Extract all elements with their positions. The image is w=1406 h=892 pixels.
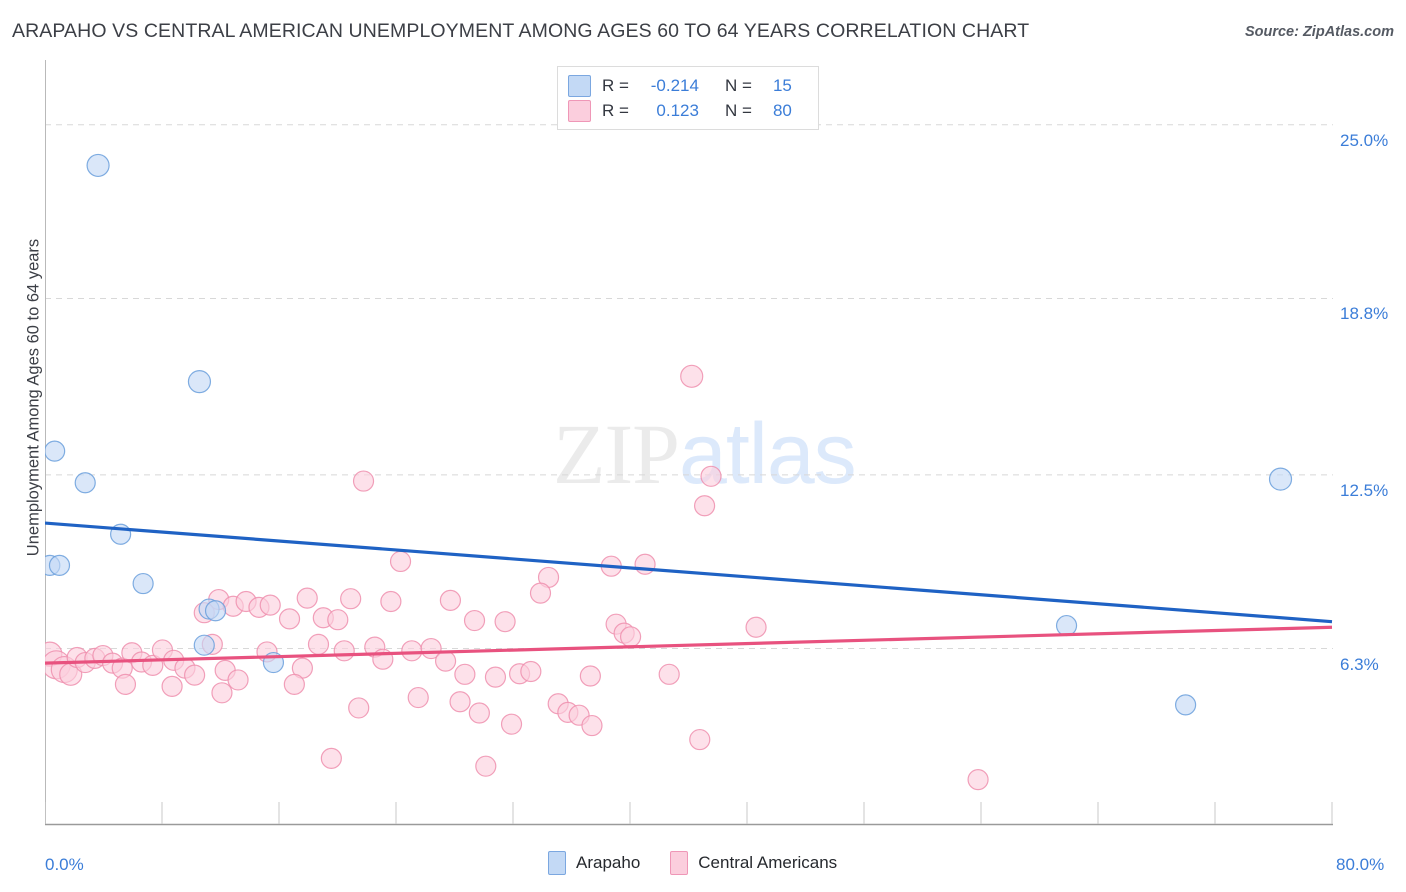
data-point — [520, 660, 542, 683]
data-point — [529, 582, 552, 604]
stats-row-central-americans: R = 0.123 N = 80 — [568, 98, 808, 123]
r-value-arapaho: -0.214 — [650, 75, 699, 95]
data-point — [449, 691, 471, 713]
data-point — [278, 608, 301, 630]
data-point — [500, 713, 523, 735]
legend-swatch-central-americans-icon — [568, 99, 591, 122]
data-point — [619, 626, 642, 648]
data-point — [494, 611, 516, 633]
scatter-series-central-americans — [45, 364, 989, 791]
plot-area — [45, 60, 1333, 826]
x-tick-label-max: 80.0% — [1336, 855, 1385, 874]
data-point — [340, 588, 362, 610]
scatter-series-arapaho — [45, 153, 1293, 716]
y-tick-label: 18.8% — [1340, 304, 1389, 324]
data-point — [211, 682, 233, 704]
data-point — [658, 663, 680, 685]
data-point — [693, 495, 716, 517]
data-point — [967, 769, 989, 791]
data-point — [463, 609, 486, 632]
n-value-arapaho: 15 — [772, 75, 792, 95]
legend-item-central-americans[interactable]: Central Americans — [670, 851, 837, 875]
data-point — [689, 728, 711, 751]
data-point — [634, 553, 656, 575]
data-point — [380, 590, 402, 613]
data-point — [307, 633, 330, 655]
data-point — [484, 666, 507, 688]
data-point — [745, 616, 767, 638]
data-point — [407, 686, 429, 709]
data-point — [579, 665, 601, 687]
legend-chip-arapaho-icon — [548, 851, 566, 875]
data-point — [475, 755, 497, 777]
data-point — [283, 673, 305, 696]
data-point — [204, 600, 227, 622]
data-point — [187, 370, 212, 394]
data-point — [389, 550, 412, 573]
data-point — [259, 594, 281, 616]
data-point — [333, 640, 355, 662]
data-point — [700, 465, 722, 487]
trendline-arapaho — [45, 521, 1333, 624]
data-point — [86, 153, 110, 178]
y-tick-label: 25.0% — [1340, 130, 1389, 150]
data-point — [296, 587, 318, 609]
data-point — [327, 609, 349, 631]
data-point — [352, 470, 375, 492]
y-tick-label: 12.5% — [1340, 480, 1389, 500]
y-tick-label: 6.3% — [1340, 654, 1379, 674]
data-point — [468, 702, 490, 724]
data-point — [581, 714, 603, 737]
data-point — [454, 663, 476, 685]
legend-chip-central-americans-icon — [670, 851, 689, 875]
r-value-central-americans: 0.123 — [656, 100, 699, 120]
data-point — [348, 697, 370, 719]
data-point — [434, 650, 457, 672]
data-point — [1055, 614, 1078, 637]
r-key-central-americans: R = — [602, 100, 629, 120]
legend-swatch-arapaho-icon — [568, 74, 591, 97]
data-point — [193, 634, 215, 656]
legend-label-central-americans: Central Americans — [698, 853, 838, 872]
data-point — [74, 472, 96, 494]
data-point — [1268, 467, 1293, 491]
data-point — [161, 675, 183, 697]
data-point — [401, 640, 423, 662]
data-point — [184, 664, 206, 686]
data-point — [1175, 694, 1197, 716]
n-key-arapaho: N = — [724, 75, 752, 95]
data-point — [227, 669, 249, 691]
legend-label-arapaho: Arapaho — [576, 853, 641, 872]
legend-item-arapaho[interactable]: Arapaho — [548, 851, 640, 875]
data-point — [320, 747, 342, 769]
data-point — [680, 364, 704, 388]
y-axis-title: Unemployment Among Ages 60 to 64 years — [24, 238, 43, 557]
trendline-central-americans — [45, 625, 1333, 665]
data-point — [439, 589, 462, 611]
source-attribution: Source: ZipAtlas.com — [1244, 24, 1394, 40]
data-point — [45, 440, 66, 462]
series-legend: Arapaho Central Americans — [548, 851, 867, 875]
data-point — [114, 673, 137, 696]
n-key-central-americans: N = — [724, 100, 752, 120]
page-title: ARAPAHO VS CENTRAL AMERICAN UNEMPLOYMENT… — [12, 20, 1030, 42]
x-tick-label-min: 0.0% — [45, 855, 84, 874]
stats-row-arapaho: R = -0.214 N = 15 — [568, 73, 808, 98]
r-key-arapaho: R = — [602, 75, 629, 95]
correlation-stats-legend: R = -0.214 N = 15 R = 0.123 N = 80 — [557, 66, 819, 130]
data-point — [48, 554, 71, 576]
n-value-central-americans: 80 — [772, 100, 792, 120]
data-point — [132, 572, 154, 595]
